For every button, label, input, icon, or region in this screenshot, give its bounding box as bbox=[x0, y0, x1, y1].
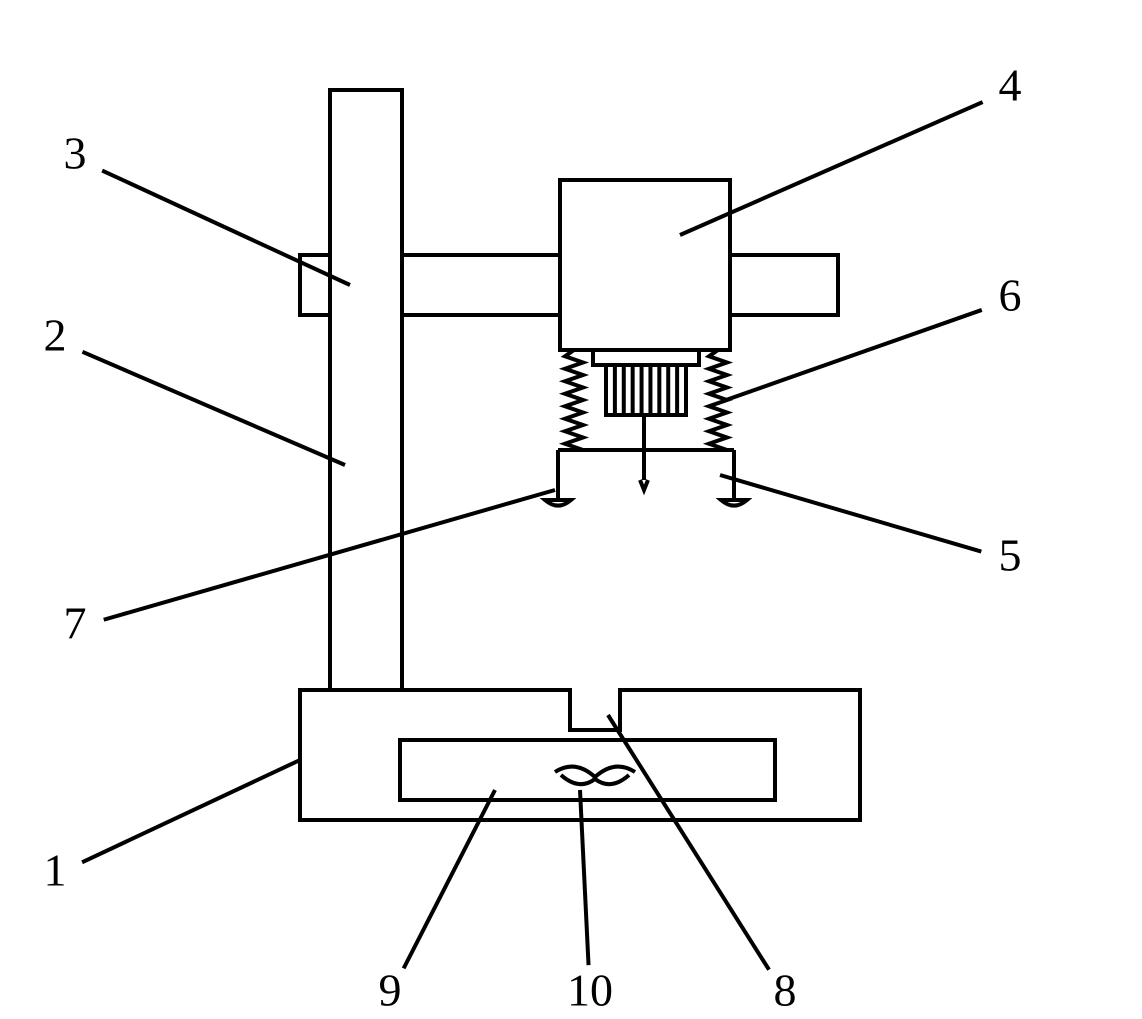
leader-4 bbox=[680, 102, 983, 235]
leader-3 bbox=[102, 171, 350, 285]
leader-6 bbox=[726, 310, 982, 400]
label-1: 1 bbox=[44, 845, 67, 896]
crossbar-right bbox=[730, 255, 838, 315]
leader-1 bbox=[82, 760, 300, 862]
head-box bbox=[560, 180, 730, 350]
label-6: 6 bbox=[999, 270, 1022, 321]
leader-5 bbox=[720, 475, 981, 552]
chuck bbox=[606, 365, 686, 415]
drill-tip bbox=[640, 480, 648, 490]
label-3: 3 bbox=[64, 128, 87, 179]
bracket-foot-right bbox=[721, 500, 747, 506]
spring-right bbox=[709, 350, 727, 450]
bracket-foot-left bbox=[545, 500, 571, 506]
column-front bbox=[330, 90, 402, 690]
label-2: 2 bbox=[44, 310, 67, 361]
label-9: 9 bbox=[379, 965, 402, 1016]
label-7: 7 bbox=[64, 598, 87, 649]
leader-2 bbox=[82, 352, 345, 465]
label-10: 10 bbox=[567, 965, 613, 1016]
label-4: 4 bbox=[999, 60, 1022, 111]
chuck-shoulder bbox=[593, 350, 699, 365]
label-8: 8 bbox=[774, 965, 797, 1016]
spring-left bbox=[565, 350, 583, 450]
label-5: 5 bbox=[999, 530, 1022, 581]
